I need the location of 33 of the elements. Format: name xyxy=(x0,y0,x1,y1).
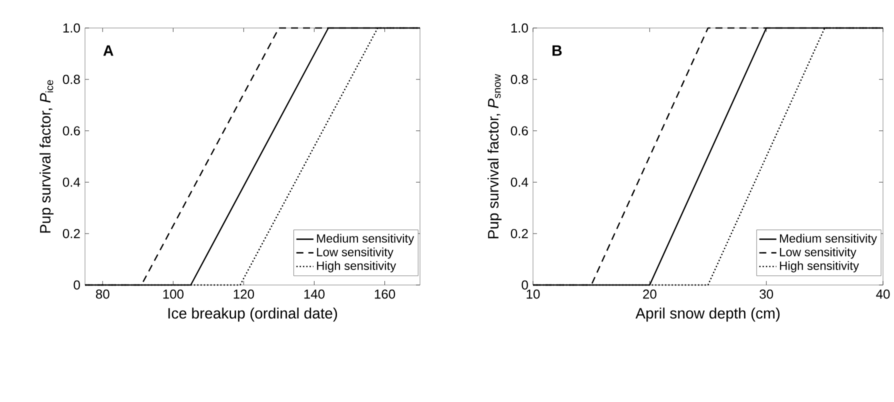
x-tick-label: 40 xyxy=(876,290,890,299)
x-tick-label: 20 xyxy=(643,290,656,299)
y-tick-label: 0.4 xyxy=(62,178,80,187)
legend-label: Low sensitivity xyxy=(317,248,394,259)
x-axis-title: April snow depth (cm) xyxy=(636,308,780,322)
y-tick-label: 1.0 xyxy=(511,23,528,33)
legend-label: Medium sensitivity xyxy=(317,234,414,246)
y-tick-label: 0.8 xyxy=(510,74,528,84)
x-tick-label: 120 xyxy=(234,290,254,299)
y-axis-title: Pup survival factor, P$_{ice}$ xyxy=(40,80,54,233)
legend-label: High sensitivity xyxy=(317,261,396,272)
y-tick-label: 0.6 xyxy=(62,126,80,136)
x-tick-label: 140 xyxy=(304,290,325,299)
annotation: A xyxy=(103,45,114,56)
annotation: B xyxy=(552,45,562,56)
legend-label: High sensitivity xyxy=(780,261,860,272)
x-tick-label: 30 xyxy=(760,290,774,299)
y-tick-label: 0.2 xyxy=(510,228,528,238)
y-tick-label: 1.0 xyxy=(63,23,80,33)
y-tick-label: 0.2 xyxy=(62,228,80,238)
y-tick-label: 0.8 xyxy=(62,74,80,84)
x-tick-label: 10 xyxy=(526,290,540,299)
y-tick-label: 0 xyxy=(74,280,80,290)
y-tick-label: 0 xyxy=(522,280,528,290)
y-tick-label: 0.4 xyxy=(510,178,528,187)
y-tick-label: 0.6 xyxy=(510,126,528,136)
x-tick-label: 100 xyxy=(163,290,184,299)
x-tick-label: 80 xyxy=(96,290,110,299)
x-tick-label: 160 xyxy=(374,290,396,299)
legend-label: Low sensitivity xyxy=(780,248,856,259)
x-axis-title: Ice breakup (ordinal date) xyxy=(168,308,337,322)
legend-label: Medium sensitivity xyxy=(780,234,878,246)
y-axis-title: Pup survival factor, P$_{snow}$ xyxy=(488,74,502,238)
